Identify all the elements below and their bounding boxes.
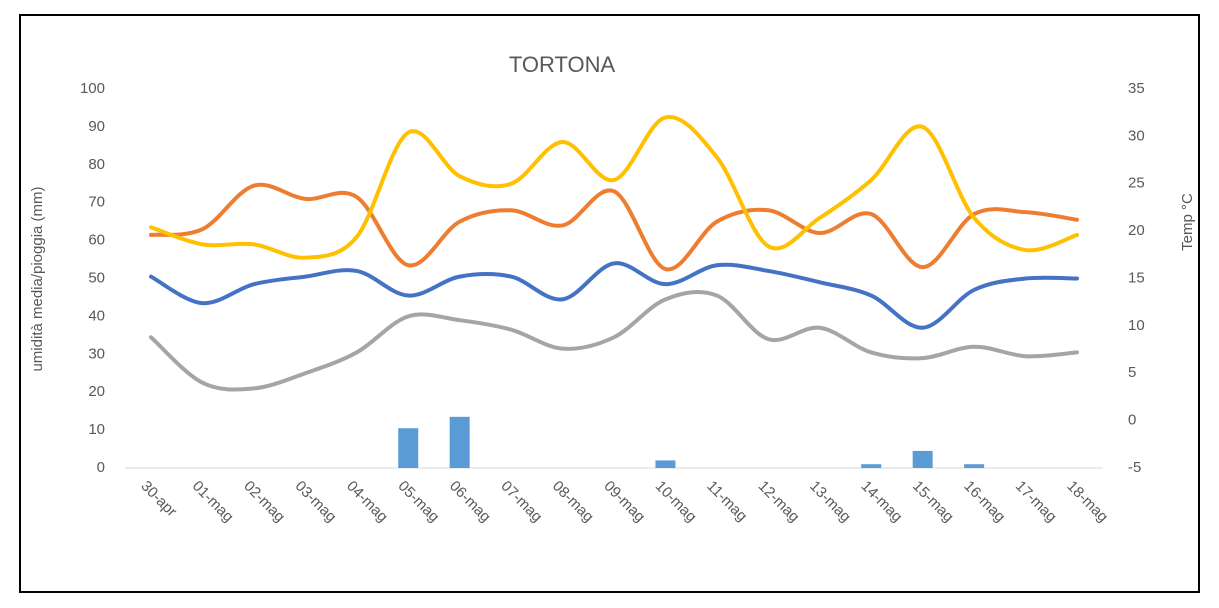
y-tick-label: 80 <box>88 156 105 173</box>
line <box>149 261 1079 330</box>
y2-tick-label: 10 <box>1128 317 1145 334</box>
bar <box>912 450 933 468</box>
y-tick-label: 30 <box>88 345 105 362</box>
y2-tick-label: 30 <box>1128 127 1145 144</box>
bar <box>861 464 882 468</box>
y-tick-label: 20 <box>88 383 105 400</box>
bar <box>655 460 676 468</box>
y-tick-label: 50 <box>88 269 105 286</box>
y-tick-label: 100 <box>80 80 105 97</box>
line <box>149 115 1079 260</box>
y-axis-label: umidità media/pioggia (mm) <box>29 186 46 371</box>
line <box>149 182 1079 272</box>
y-tick-label: 0 <box>97 459 105 476</box>
y-tick-label: 70 <box>88 194 105 211</box>
line <box>149 290 1079 392</box>
bar <box>398 428 419 468</box>
y2-tick-label: 5 <box>1128 364 1136 381</box>
chart-title: TORTONA <box>509 52 616 77</box>
y-tick-label: 10 <box>88 421 105 438</box>
y-tick-label: 60 <box>88 232 105 249</box>
y2-tick-label: -5 <box>1128 459 1141 476</box>
y2-tick-label: 35 <box>1128 80 1145 97</box>
bar <box>964 464 985 468</box>
y-tick-label: 40 <box>88 307 105 324</box>
chart-border <box>19 14 1200 593</box>
y2-tick-label: 0 <box>1128 412 1136 429</box>
y2-tick-label: 15 <box>1128 269 1145 286</box>
y2-axis-label: Temp °C <box>1179 193 1196 251</box>
y2-tick-label: 20 <box>1128 222 1145 239</box>
bar <box>449 416 470 468</box>
y-tick-label: 90 <box>88 118 105 135</box>
y2-tick-label: 25 <box>1128 175 1145 192</box>
